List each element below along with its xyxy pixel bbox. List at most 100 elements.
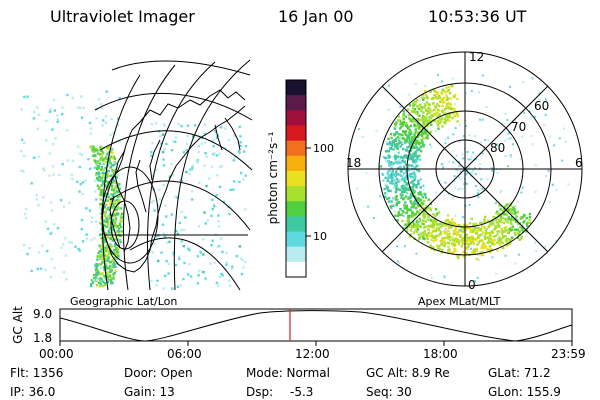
emission-pixel — [118, 207, 121, 210]
emission-pixel — [104, 248, 107, 251]
emission-pixel — [177, 122, 180, 126]
oval-pixel — [472, 250, 476, 253]
oval-pixel — [402, 136, 405, 140]
oval-pixel — [393, 134, 396, 137]
oval-pixel — [430, 232, 433, 235]
oval-pixel — [384, 195, 387, 198]
oval-pixel — [490, 221, 494, 224]
oval-pixel — [395, 142, 399, 146]
oval-pixel — [416, 121, 419, 125]
emission-pixel — [51, 165, 55, 168]
background-pixel — [481, 152, 484, 155]
background-pixel — [506, 165, 509, 168]
emission-pixel — [114, 265, 117, 269]
oval-pixel — [402, 198, 405, 201]
background-pixel — [355, 187, 358, 190]
oval-pixel — [413, 166, 416, 169]
emission-pixel — [185, 148, 188, 152]
oval-pixel — [445, 105, 448, 108]
emission-pixel — [116, 124, 120, 127]
oval-pixel — [514, 228, 517, 231]
oval-pixel — [411, 120, 414, 123]
oval-pixel — [431, 230, 435, 233]
oval-pixel — [412, 152, 415, 155]
emission-pixel — [99, 266, 103, 270]
oval-pixel — [407, 174, 411, 177]
emission-pixel — [161, 151, 165, 154]
background-pixel — [442, 166, 444, 169]
emission-pixel — [85, 237, 89, 240]
emission-pixel — [45, 119, 48, 123]
oval-pixel — [384, 192, 387, 195]
oval-pixel — [483, 218, 486, 221]
oval-pixel — [421, 142, 424, 145]
emission-pixel — [92, 278, 95, 282]
emission-pixel — [53, 109, 56, 112]
oval-pixel — [471, 227, 474, 231]
oval-pixel — [394, 143, 397, 146]
background-pixel — [504, 254, 507, 257]
oval-pixel — [505, 229, 508, 232]
instrument-title: Ultraviolet Imager — [50, 7, 195, 26]
oval-pixel — [407, 222, 410, 225]
emission-pixel — [165, 142, 168, 146]
emission-pixel — [180, 240, 183, 244]
oval-pixel — [393, 172, 396, 176]
emission-pixel — [180, 229, 183, 232]
oval-pixel — [432, 213, 435, 216]
date-label: 16 Jan 00 — [278, 7, 354, 26]
oval-pixel — [413, 178, 416, 182]
background-pixel — [462, 157, 465, 160]
emission-pixel — [111, 194, 115, 197]
emission-pixel — [49, 275, 53, 279]
oval-pixel — [411, 192, 414, 195]
oval-pixel — [449, 222, 453, 225]
background-pixel — [470, 158, 473, 161]
oval-pixel — [436, 92, 439, 96]
oval-pixel — [407, 215, 411, 218]
oval-pixel — [488, 251, 492, 254]
oval-pixel — [418, 124, 421, 128]
oval-pixel — [404, 131, 407, 135]
oval-pixel — [454, 237, 457, 240]
oval-pixel — [427, 118, 430, 121]
background-pixel — [422, 185, 425, 187]
oval-pixel — [415, 141, 418, 145]
emission-pixel — [99, 277, 102, 280]
background-pixel — [414, 83, 417, 86]
emission-pixel — [101, 174, 105, 177]
oval-pixel — [399, 161, 402, 164]
oval-pixel — [447, 224, 450, 227]
geo-grid-arc — [111, 60, 251, 76]
background-pixel — [393, 197, 396, 200]
emission-pixel — [150, 123, 154, 126]
oval-pixel — [440, 251, 443, 254]
oval-pixel — [453, 95, 456, 99]
background-pixel — [475, 185, 477, 188]
background-pixel — [454, 186, 457, 189]
emission-pixel — [180, 210, 184, 213]
emission-pixel — [178, 257, 181, 261]
emission-pixel — [109, 269, 112, 272]
emission-pixel — [154, 169, 158, 172]
oval-pixel — [402, 165, 406, 169]
emission-pixel — [98, 162, 102, 165]
oval-pixel — [421, 96, 424, 99]
emission-pixel — [114, 243, 117, 246]
emission-pixel — [153, 209, 156, 212]
oval-pixel — [416, 168, 419, 172]
emission-pixel — [101, 181, 105, 184]
oval-pixel — [403, 187, 406, 190]
oval-pixel — [425, 205, 428, 208]
oval-pixel — [466, 240, 469, 243]
background-pixel — [544, 98, 547, 101]
emission-pixel — [49, 108, 52, 111]
oval-pixel — [386, 142, 389, 146]
emission-pixel — [105, 161, 108, 164]
oval-pixel — [496, 249, 499, 252]
oval-pixel — [436, 115, 439, 119]
oval-pixel — [507, 216, 510, 219]
background-pixel — [422, 188, 425, 191]
emission-pixel — [117, 173, 120, 177]
mlat-label-80: 80 — [490, 141, 505, 155]
